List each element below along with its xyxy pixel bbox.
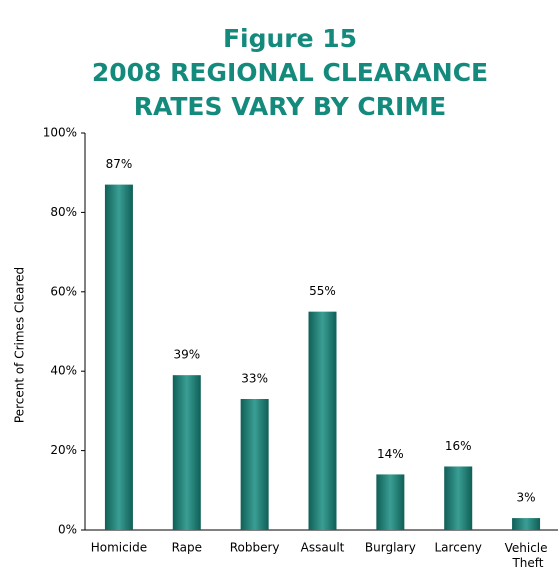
chart-title: 2008 REGIONAL CLEARANCE (92, 58, 488, 87)
bar (104, 184, 133, 531)
value-label: 55% (309, 284, 336, 298)
y-tick-label: 40% (50, 364, 77, 378)
bar (512, 518, 541, 530)
value-label: 87% (106, 157, 133, 171)
value-label: 39% (173, 348, 200, 362)
y-tick-label: 80% (50, 205, 77, 219)
chart-title: Figure 15 (223, 24, 357, 53)
x-tick-label: Homicide (91, 541, 147, 555)
bar (172, 375, 201, 530)
y-tick-label: 20% (50, 443, 77, 457)
bar (444, 466, 473, 530)
x-tick-label: Robbery (230, 541, 280, 555)
x-tick-label: Larceny (435, 541, 482, 555)
y-tick-label: 0% (58, 523, 77, 537)
y-tick-label: 100% (43, 126, 77, 140)
bar (376, 474, 405, 530)
chart-title: RATES VARY BY CRIME (134, 92, 447, 121)
value-label: 14% (377, 447, 404, 461)
value-label: 3% (517, 491, 536, 505)
y-tick-label: 60% (50, 284, 77, 298)
y-axis-label: Percent of Crimes Cleared (13, 267, 27, 423)
x-tick-label: Rape (172, 541, 202, 555)
x-tick-label: Burglary (365, 541, 416, 555)
x-tick-label: Vehicle Theft (505, 541, 548, 570)
x-tick-label: Assault (301, 541, 345, 555)
value-label: 16% (445, 439, 472, 453)
bar (240, 398, 269, 530)
bar (308, 311, 337, 530)
value-label: 33% (241, 371, 268, 385)
